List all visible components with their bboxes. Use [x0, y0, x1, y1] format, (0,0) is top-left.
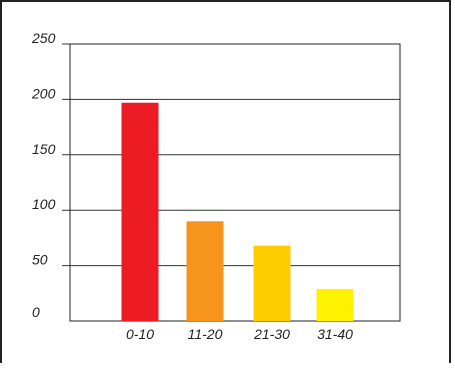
y-tick-label: 150 [32, 141, 56, 157]
plot-area-border [69, 43, 401, 322]
bar-chart: 0 50 100 150 200 250 0-10 11-20 21-30 31-40 [31, 30, 401, 342]
x-tick-label: 21-30 [253, 326, 290, 342]
bar-21-30 [253, 245, 291, 321]
bars [121, 102, 354, 321]
x-tick-label: 31-40 [317, 326, 353, 342]
y-tick-label: 50 [32, 252, 48, 268]
chart-frame: 0 50 100 150 200 250 0-10 11-20 21-30 31-40 [0, 0, 451, 363]
y-tick-label: 100 [32, 196, 56, 212]
y-tick-labels: 0 50 100 150 200 250 [31, 30, 56, 320]
bar-11-20 [186, 221, 224, 321]
bar-0-10 [121, 102, 159, 321]
gridlines [62, 43, 400, 267]
y-tick-label: 0 [32, 304, 40, 320]
y-tick-label: 250 [31, 30, 56, 46]
y-tick-label: 200 [31, 85, 56, 101]
axes [69, 43, 401, 322]
bar-31-40 [316, 288, 354, 321]
x-tick-labels: 0-10 11-20 21-30 31-40 [126, 326, 353, 342]
x-tick-label: 0-10 [126, 326, 154, 342]
x-tick-label: 11-20 [188, 326, 223, 342]
